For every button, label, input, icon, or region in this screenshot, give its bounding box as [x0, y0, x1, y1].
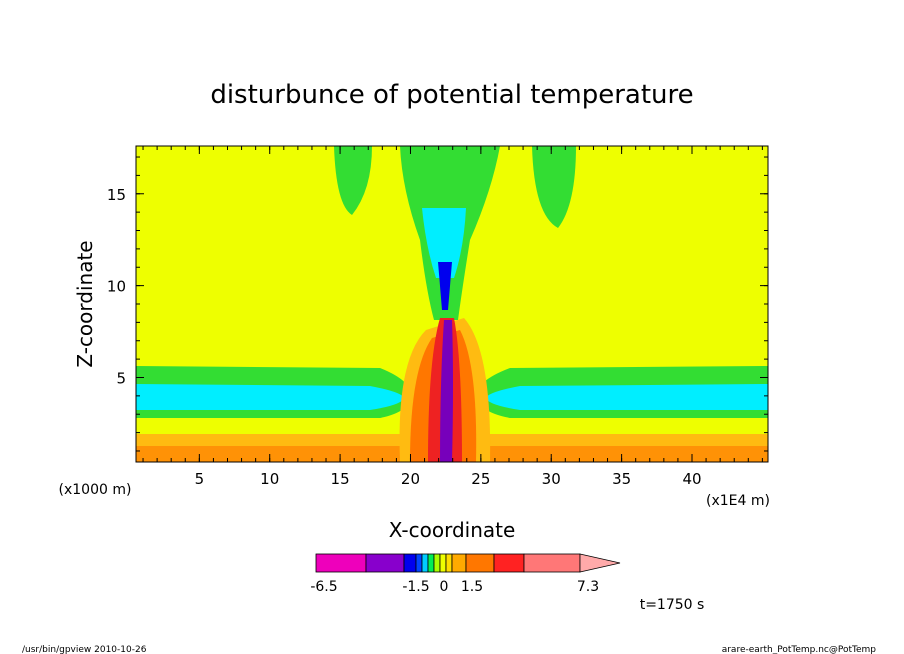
upper-right-green [532, 146, 576, 228]
colorbar-label: 0 [440, 579, 449, 595]
plume-purple [440, 320, 453, 462]
plume-cyan [422, 208, 466, 278]
colorbar-segment [523, 553, 581, 573]
colorbar-segment [403, 553, 417, 573]
colorbar-label: -1.5 [402, 579, 429, 595]
colorbar-segment [493, 553, 525, 573]
colorbar-segment [315, 553, 367, 573]
colorbar-extend-arrow [579, 553, 621, 573]
colorbar-segment [445, 553, 453, 573]
y-unit-label: (x1000 m) [59, 482, 132, 498]
colorbar-segment [415, 553, 423, 573]
x-tick-label: 35 [612, 470, 631, 488]
time-label: t=1750 s [640, 597, 705, 613]
colorbar-label: 1.5 [461, 579, 483, 595]
colorbar-segment [439, 553, 447, 573]
chart-title: disturbunce of potential temperature [210, 80, 693, 110]
colorbar-segment [427, 553, 435, 573]
x-tick-label: 25 [471, 470, 490, 488]
left-cyan-band [136, 384, 404, 410]
colorbar-segment [421, 553, 429, 573]
y-tick-label: 15 [107, 186, 126, 204]
x-unit-label: (x1E4 m) [706, 493, 770, 509]
plot-area [136, 146, 768, 462]
y-tick-label: 10 [107, 278, 126, 296]
x-tick-label: 10 [260, 470, 279, 488]
x-tick-label: 30 [542, 470, 561, 488]
colorbar-segment [451, 553, 467, 573]
colorbar-label: -6.5 [310, 579, 337, 595]
y-tick-label: 5 [116, 369, 126, 387]
x-tick-label: 5 [195, 470, 205, 488]
colorbar-segment [365, 553, 405, 573]
colorbar-segment [433, 553, 441, 573]
y-axis-title: Z-coordinate [73, 240, 97, 367]
upper-left-green [334, 146, 372, 215]
x-tick-label: 20 [401, 470, 420, 488]
x-axis-title: X-coordinate [389, 518, 516, 542]
right-cyan-band [486, 384, 768, 410]
colorbar-label: 7.3 [577, 579, 599, 595]
y-axis: 5 10 15 [107, 156, 768, 452]
plume-blue [438, 262, 452, 310]
x-axis: 5 10 15 20 25 30 35 40 [142, 146, 763, 488]
footer-right: arare-earth_PotTemp.nc@PotTemp [722, 645, 877, 654]
colorbar-segment [465, 553, 495, 573]
x-tick-label: 15 [331, 470, 350, 488]
colorbar [315, 553, 621, 573]
colorbar-labels: -6.5 -1.5 0 1.5 7.3 [310, 579, 599, 595]
footer-left: /usr/bin/gpview 2010-10-26 [22, 645, 147, 654]
x-tick-label: 40 [682, 470, 701, 488]
